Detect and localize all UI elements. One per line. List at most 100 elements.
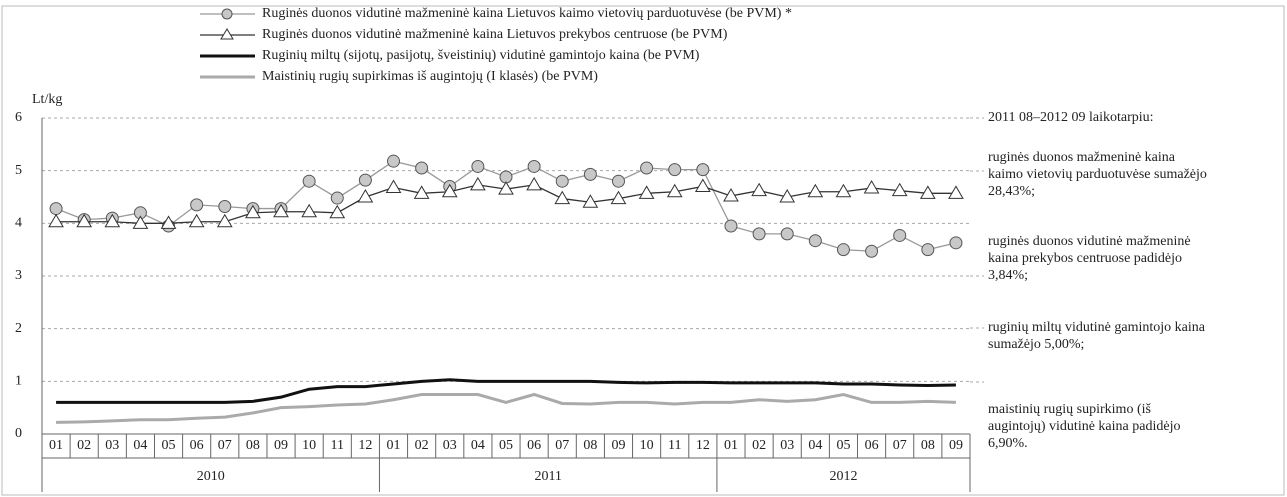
point: [160, 215, 177, 229]
point: [49, 202, 63, 216]
point: [216, 213, 233, 228]
point: [498, 181, 514, 195]
x-tick-label: 04: [471, 438, 485, 453]
point: [470, 176, 486, 191]
annotation: ruginės duonos mažmeninė kaina: [988, 150, 1176, 165]
annotation: 6,90%.: [988, 436, 1028, 451]
point: [949, 236, 963, 250]
point: [441, 183, 458, 198]
point: [301, 203, 318, 218]
y-tick-label: 1: [15, 374, 22, 389]
point: [413, 185, 430, 199]
point: [780, 227, 794, 241]
point: [723, 187, 739, 202]
x-tick-label: 06: [865, 438, 879, 453]
point: [583, 167, 597, 181]
point: [526, 176, 542, 191]
x-tick-label: 01: [49, 438, 63, 453]
x-tick-label: 03: [780, 438, 794, 453]
point: [865, 244, 879, 258]
annotation: ruginės duonos vidutinė mažmeninė: [988, 234, 1191, 249]
x-tick-label: 06: [527, 438, 541, 453]
point: [891, 182, 908, 197]
point: [724, 219, 738, 233]
point: [582, 194, 599, 208]
point: [835, 183, 852, 198]
point: [919, 185, 936, 199]
x-tick-label: 10: [302, 438, 316, 453]
point: [668, 163, 682, 177]
annotation: sumažėjo 5,00%;: [988, 337, 1084, 352]
legend-label: Ruginių miltų (sijotų, pasijotų, šveisti…: [262, 48, 700, 63]
point: [610, 190, 627, 205]
point: [104, 213, 121, 228]
point: [751, 182, 767, 197]
point: [358, 173, 372, 187]
point: [696, 163, 710, 177]
x-tick-label: 06: [190, 438, 204, 453]
x-tick-label: 01: [387, 438, 401, 453]
year-label: 2012: [829, 469, 857, 484]
point: [132, 215, 149, 229]
point: [893, 228, 907, 242]
y-tick-label: 2: [15, 321, 22, 336]
annotation: 2011 08–2012 09 laikotarpiu:: [988, 110, 1154, 125]
series-line: [56, 378, 956, 404]
x-tick-label: 12: [696, 438, 710, 453]
x-tick-label: 02: [752, 438, 766, 453]
x-tick-label: 07: [893, 438, 907, 453]
point: [554, 190, 571, 205]
x-tick-label: 10: [640, 438, 654, 453]
x-tick-label: 08: [583, 438, 597, 453]
x-tick-label: 11: [331, 438, 344, 453]
annotation: kaina prekybos centruose padidėjo: [988, 251, 1182, 266]
x-tick-label: 03: [105, 438, 119, 453]
year-label: 2011: [534, 469, 561, 484]
point: [302, 174, 316, 188]
point: [415, 161, 429, 175]
frame: [1, 5, 1285, 496]
point: [640, 161, 654, 175]
annotation: 28,43%;: [988, 184, 1035, 199]
point: [329, 204, 346, 219]
x-tick-label: 01: [724, 438, 738, 453]
x-tick-label: 09: [274, 438, 288, 453]
x-tick-label: 02: [415, 438, 429, 453]
legend-marker: [220, 28, 234, 40]
y-tick-label: 3: [15, 268, 22, 283]
y-tick-label: 5: [15, 163, 22, 178]
point: [948, 185, 964, 199]
legend-label: Maistinių rugių supirkimas iš augintojų …: [262, 69, 598, 84]
point: [188, 213, 205, 228]
point: [836, 243, 850, 257]
series-line: [56, 392, 956, 424]
point: [357, 189, 374, 203]
point: [48, 213, 64, 228]
x-tick-label: 07: [555, 438, 569, 453]
x-tick-label: 03: [443, 438, 457, 453]
legend-label: Ruginės duonos vidutinė mažmeninė kaina …: [262, 27, 728, 42]
x-tick-label: 05: [162, 438, 176, 453]
x-tick-label: 12: [358, 438, 372, 453]
point: [779, 189, 796, 203]
annotation: kaimo vietovių parduotuvėse sumažėjo: [988, 167, 1207, 182]
x-tick-label: 09: [949, 438, 963, 453]
point: [471, 159, 485, 173]
point: [808, 234, 822, 248]
year-label: 2010: [197, 469, 225, 484]
point: [638, 185, 655, 199]
legend-label: Ruginės duonos vidutinė mažmeninė kaina …: [262, 6, 792, 21]
y-tick-label: 4: [15, 216, 22, 231]
x-tick-label: 05: [499, 438, 513, 453]
annotation: ruginių miltų vidutinė gamintojo kaina: [988, 320, 1206, 335]
point: [666, 183, 683, 198]
point: [611, 174, 625, 188]
point: [76, 213, 93, 228]
annotation: augintojų) vidutinė kaina padidėjo: [988, 419, 1180, 434]
y-tick-label: 6: [15, 110, 22, 125]
x-tick-label: 08: [246, 438, 260, 453]
x-tick-label: 11: [668, 438, 681, 453]
x-tick-label: 04: [133, 438, 147, 453]
point: [752, 227, 766, 241]
